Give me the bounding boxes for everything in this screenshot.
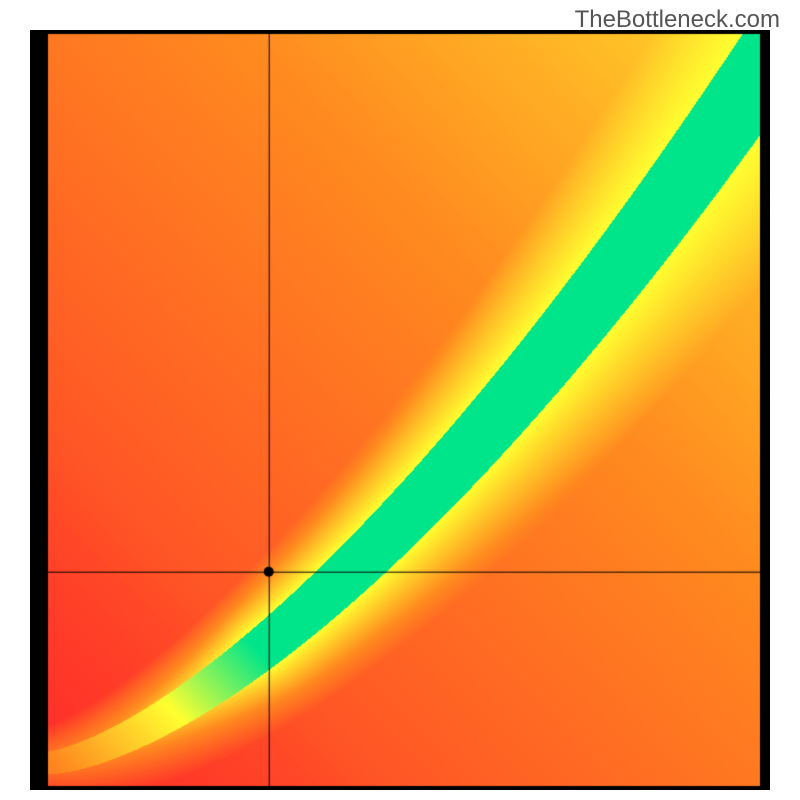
watermark-text: TheBottleneck.com: [575, 6, 780, 34]
chart-container: TheBottleneck.com: [0, 0, 800, 800]
heatmap-canvas: [30, 30, 770, 790]
plot-area: [30, 30, 770, 790]
